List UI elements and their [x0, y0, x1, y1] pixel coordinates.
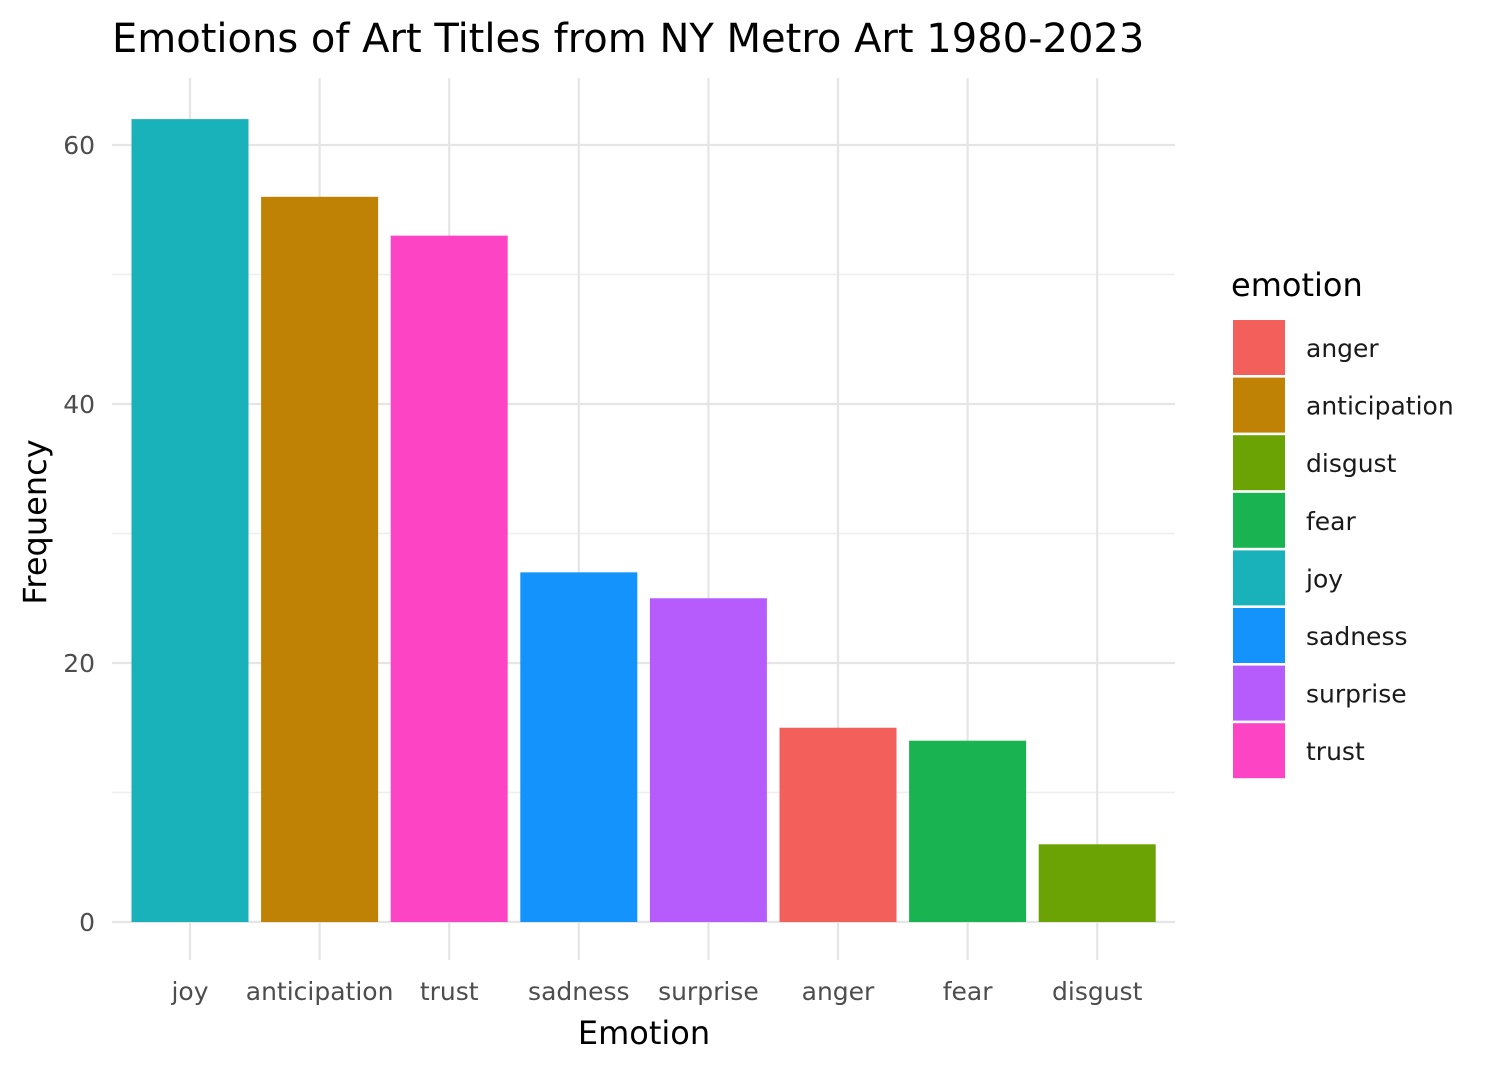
x-tick-label: anticipation [246, 977, 394, 1006]
legend-label-joy: joy [1305, 564, 1343, 593]
y-axis-title: Frequency [16, 439, 54, 604]
legend: emotion anger anticipation disgust fear joy s… [1231, 266, 1454, 779]
legend-swatch-trust [1233, 723, 1285, 779]
legend-label-trust: trust [1306, 737, 1365, 766]
legend-label-sadness: sadness [1306, 622, 1408, 651]
y-axis-ticks: 0 20 40 60 [63, 131, 95, 937]
bar-joy [131, 119, 249, 923]
x-tick-label: sadness [528, 977, 630, 1006]
x-tick-label: fear [943, 977, 994, 1006]
y-tick-label: 0 [79, 908, 95, 937]
legend-label-disgust: disgust [1306, 449, 1397, 478]
bars [131, 119, 1156, 923]
legend-swatch-surprise [1233, 665, 1285, 721]
x-tick-label: anger [802, 977, 875, 1006]
bar-disgust [1038, 844, 1156, 922]
x-axis-ticks: joy anticipation trust sadness surprise anger… [170, 977, 1142, 1006]
y-tick-label: 40 [63, 390, 95, 419]
legend-label-surprise: surprise [1306, 680, 1407, 709]
legend-swatch-anger [1233, 320, 1285, 375]
legend-title: emotion [1231, 266, 1363, 304]
bar-surprise [649, 598, 767, 922]
legend-swatch-sadness [1233, 608, 1285, 663]
x-tick-label: joy [170, 977, 208, 1006]
legend-label-fear: fear [1306, 507, 1357, 536]
chart-title: Emotions of Art Titles from NY Metro Art… [112, 16, 1144, 62]
bar-trust [390, 235, 508, 922]
y-tick-label: 20 [63, 649, 95, 678]
x-axis-title: Emotion [578, 1014, 710, 1052]
legend-swatch-joy [1233, 550, 1285, 606]
legend-swatch-anticipation [1233, 377, 1285, 433]
bar-anger [779, 727, 897, 922]
legend-swatch-fear [1233, 492, 1285, 548]
legend-swatch-disgust [1233, 435, 1285, 491]
y-tick-label: 60 [63, 131, 95, 160]
bar-sadness [520, 572, 638, 922]
x-tick-label: surprise [658, 977, 759, 1006]
x-tick-label: disgust [1052, 977, 1143, 1006]
x-tick-label: trust [420, 977, 479, 1006]
legend-label-anger: anger [1306, 334, 1379, 363]
legend-label-anticipation: anticipation [1306, 392, 1454, 421]
bar-anticipation [261, 196, 379, 923]
bar-fear [909, 740, 1027, 922]
